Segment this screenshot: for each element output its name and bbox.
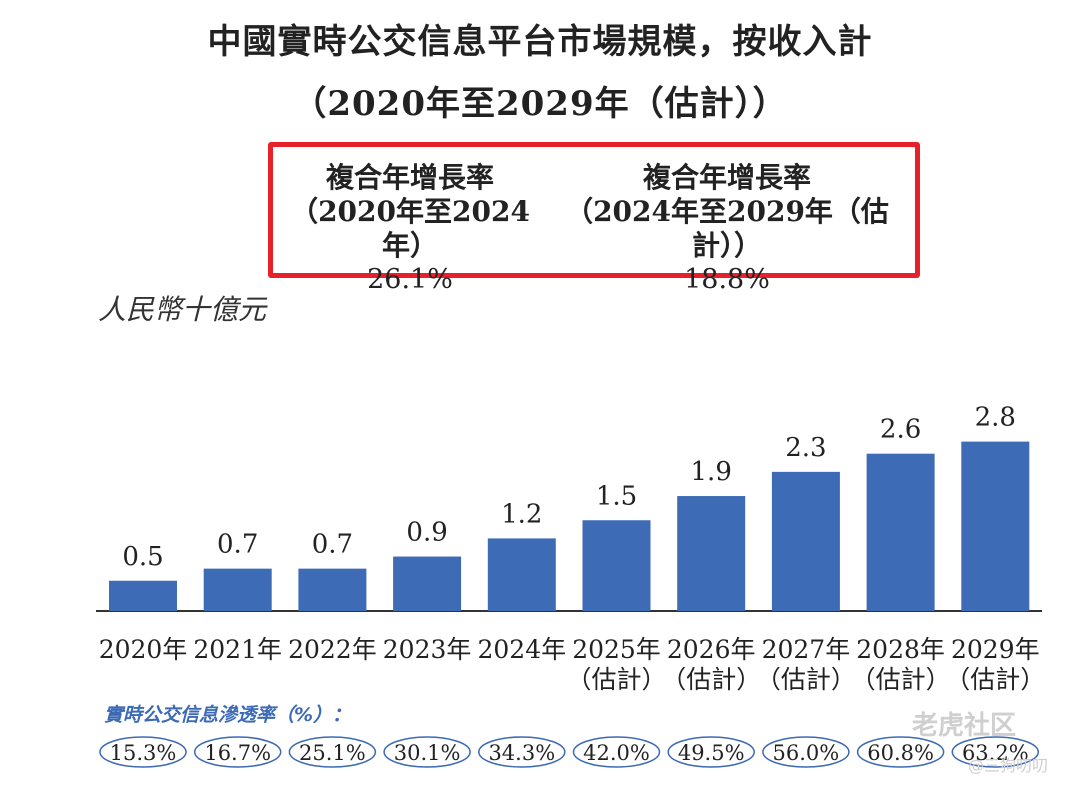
x-tick-sublabel: （估計） bbox=[661, 665, 761, 694]
bar bbox=[961, 441, 1030, 611]
x-tick-label: 2022年 bbox=[288, 635, 377, 664]
bar bbox=[677, 496, 746, 611]
bar bbox=[582, 520, 651, 611]
bar-value-label: 2.3 bbox=[785, 433, 826, 463]
penetration-rate-title: 實時公交信息滲透率（%）： bbox=[104, 704, 352, 726]
penetration-rate-oval bbox=[667, 736, 755, 768]
bar-value-label: 0.5 bbox=[122, 542, 163, 572]
penetration-rate-oval bbox=[478, 736, 566, 768]
x-tick-label: 2020年 bbox=[99, 635, 188, 664]
cagr-period: （2020年至2024年） bbox=[290, 195, 530, 262]
bar bbox=[203, 568, 272, 611]
cagr-period: （2024年至2029年（估計）） bbox=[565, 195, 889, 262]
x-tick-sublabel: （估計） bbox=[756, 665, 856, 694]
penetration-rate-oval bbox=[99, 736, 187, 768]
cagr-2020-2024: 複合年增長率 （2020年至2024年） 26.1% bbox=[279, 161, 541, 297]
bar bbox=[771, 471, 840, 611]
penetration-rate-label: 42.0% bbox=[583, 741, 650, 765]
penetration-rate-label: 30.1% bbox=[394, 741, 461, 765]
bar-value-label: 2.6 bbox=[880, 415, 921, 445]
bar-value-label: 1.2 bbox=[501, 499, 542, 529]
penetration-rate-oval bbox=[383, 736, 471, 768]
x-tick-label: 2028年 bbox=[856, 635, 945, 664]
cagr-2024-2029: 複合年增長率 （2024年至2029年（估計）） 18.8% bbox=[541, 161, 913, 297]
penetration-rate-label: 34.3% bbox=[488, 741, 555, 765]
penetration-rate-label: 56.0% bbox=[773, 741, 840, 765]
bar-value-label: 1.9 bbox=[691, 457, 732, 487]
cagr-label: 複合年增長率 bbox=[642, 161, 811, 194]
penetration-rate-label: 60.8% bbox=[867, 741, 934, 765]
x-tick-label: 2029年 bbox=[951, 635, 1040, 664]
watermark-logo: 老虎社区 bbox=[912, 711, 1017, 741]
bar bbox=[298, 568, 367, 611]
bar-value-label: 2.8 bbox=[975, 403, 1016, 433]
x-tick-label: 2025年 bbox=[572, 635, 661, 664]
penetration-rate-label: 63.2% bbox=[962, 741, 1029, 765]
penetration-rate-oval bbox=[288, 736, 377, 768]
bar bbox=[487, 538, 556, 611]
cagr-value: 26.1% bbox=[367, 264, 453, 295]
cagr-highlight-box: 複合年增長率 （2020年至2024年） 26.1% 複合年增長率 （2024年… bbox=[268, 142, 920, 295]
bar-value-label: 0.7 bbox=[312, 530, 353, 560]
penetration-rate-oval bbox=[951, 736, 1040, 768]
chart-subtitle: （2020年至2029年（估計）） bbox=[292, 84, 788, 124]
bar-value-label: 1.5 bbox=[596, 481, 637, 511]
penetration-rate-oval bbox=[762, 736, 850, 768]
x-tick-label: 2024年 bbox=[477, 635, 566, 664]
x-tick-sublabel: （估計） bbox=[851, 665, 951, 694]
penetration-rate-label: 25.1% bbox=[299, 741, 366, 765]
penetration-rate-oval bbox=[193, 736, 282, 768]
penetration-rate-label: 15.3% bbox=[110, 741, 177, 765]
x-tick-sublabel: （估計） bbox=[566, 665, 666, 694]
bar bbox=[109, 580, 177, 611]
x-tick-label: 2026年 bbox=[667, 635, 756, 664]
watermark-user: @三狗叨叨 bbox=[968, 756, 1049, 775]
y-axis-unit-label: 人民幣十億元 bbox=[98, 293, 267, 326]
cagr-value: 18.8% bbox=[684, 264, 770, 295]
bar-value-label: 0.7 bbox=[217, 530, 258, 560]
penetration-rate-label: 16.7% bbox=[204, 741, 271, 765]
penetration-rate-oval bbox=[572, 736, 661, 768]
x-tick-label: 2027年 bbox=[762, 635, 851, 664]
x-tick-sublabel: （估計） bbox=[945, 665, 1045, 694]
penetration-rate-oval bbox=[856, 736, 945, 768]
bar bbox=[866, 453, 935, 611]
chart-title: 中國實時公交信息平台市場規模，按收入計 bbox=[207, 22, 873, 62]
cagr-label: 複合年增長率 bbox=[325, 161, 494, 194]
x-tick-label: 2023年 bbox=[383, 635, 472, 664]
x-tick-label: 2021年 bbox=[193, 635, 282, 664]
bar bbox=[393, 556, 462, 611]
bar-value-label: 0.9 bbox=[406, 518, 447, 548]
penetration-rate-label: 49.5% bbox=[678, 741, 745, 765]
